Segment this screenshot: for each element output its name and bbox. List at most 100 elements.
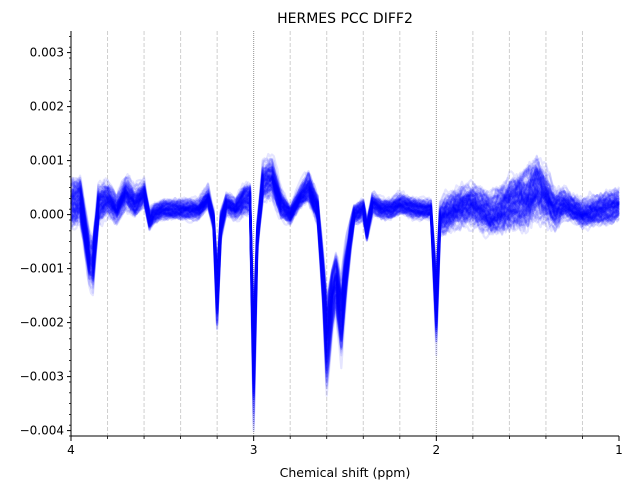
series-line-37 (69, 175, 620, 363)
series-line-93 (70, 163, 620, 323)
series-line-49 (70, 173, 620, 381)
series-line-21 (69, 180, 620, 398)
series-line-112 (70, 189, 620, 355)
series-line-119 (70, 166, 620, 384)
series-line-92 (70, 165, 620, 351)
series-line-98 (70, 170, 620, 390)
series-line-109 (69, 168, 620, 385)
series-line-28 (69, 175, 620, 343)
series-line-63 (69, 172, 620, 362)
y-tick-label-0: −0.004 (20, 424, 64, 438)
series-line-117 (70, 176, 620, 423)
series-line-22 (69, 167, 620, 384)
series-line-55 (70, 169, 621, 327)
series-line-111 (70, 164, 620, 332)
series-line-99 (70, 160, 620, 392)
series-line-20 (70, 181, 620, 331)
series-line-52 (70, 175, 620, 395)
series-line-83 (70, 195, 620, 362)
series-line-30 (69, 177, 621, 398)
series-line-75 (70, 178, 621, 381)
series-line-89 (69, 172, 620, 336)
series-line-32 (69, 166, 620, 401)
series-line-115 (69, 166, 621, 394)
series-line-8 (70, 168, 620, 348)
y-tick-label-2: −0.002 (20, 316, 64, 330)
series-line-71 (70, 158, 620, 390)
series-line-48 (69, 152, 621, 387)
series-line-17 (70, 162, 620, 347)
series-line-16 (69, 176, 620, 372)
series-line-108 (70, 178, 620, 361)
reference-lines (107, 31, 583, 436)
series-line-105 (69, 165, 620, 401)
series-line-66 (69, 163, 620, 406)
series-line-7 (69, 178, 620, 340)
series-line-116 (70, 170, 620, 360)
series-line-103 (71, 168, 620, 323)
series-line-23 (70, 186, 620, 371)
series-line-36 (70, 184, 620, 353)
series-line-64 (70, 176, 620, 377)
y-tick-label-3: −0.001 (20, 262, 64, 276)
series-line-86 (69, 167, 621, 324)
series-line-107 (70, 181, 620, 371)
series-line-58 (70, 165, 620, 353)
series-line-15 (69, 185, 620, 333)
series-line-118 (70, 168, 620, 365)
series-line-101 (70, 175, 621, 347)
x-axis-title: Chemical shift (ppm) (280, 465, 411, 480)
series-line-97 (70, 166, 620, 394)
series-line-72 (69, 181, 620, 355)
series-line-95 (69, 168, 621, 386)
series-line-85 (69, 188, 620, 345)
series-line-46 (69, 158, 620, 390)
y-tick-label-7: 0.003 (30, 46, 64, 60)
series-line-13 (69, 177, 621, 391)
series-line-57 (69, 163, 620, 353)
series-line-104 (70, 172, 620, 341)
x-tick-label-3: 1 (615, 443, 623, 457)
series-line-81 (70, 187, 620, 368)
series-line-53 (70, 185, 620, 354)
series-line-18 (70, 182, 620, 328)
series-line-42 (69, 176, 620, 343)
series-line-35 (70, 173, 621, 408)
series-line-78 (69, 170, 619, 378)
series-line-80 (69, 184, 620, 382)
series-line-84 (70, 166, 620, 401)
y-tick-label-6: 0.002 (30, 100, 64, 114)
series-line-60 (70, 170, 621, 344)
series-line-24 (70, 168, 620, 344)
series-line-50 (70, 176, 620, 369)
series-line-29 (69, 175, 620, 433)
series-line-88 (69, 178, 620, 340)
series-line-5 (69, 166, 620, 334)
x-tick-label-0: 4 (67, 443, 75, 457)
series-layer (69, 152, 621, 433)
series-line-70 (70, 170, 620, 396)
series-line-68 (70, 177, 620, 339)
series-line-110 (70, 180, 620, 369)
series-line-102 (70, 168, 620, 356)
series-line-59 (70, 191, 620, 369)
series-line-61 (70, 184, 620, 382)
series-line-74 (70, 161, 620, 400)
series-line-41 (70, 170, 620, 382)
series-line-79 (70, 158, 621, 395)
series-line-94 (70, 182, 620, 366)
series-line-113 (69, 155, 620, 414)
series-line-10 (69, 177, 620, 390)
series-line-9 (69, 165, 621, 362)
x-tick-label-2: 2 (433, 443, 441, 457)
series-line-19 (70, 173, 620, 430)
series-line-33 (70, 183, 620, 349)
series-line-56 (69, 161, 620, 317)
series-line-45 (70, 166, 620, 417)
series-line-44 (70, 172, 620, 352)
series-line-2 (70, 173, 620, 372)
series-line-114 (69, 182, 620, 366)
series-line-100 (69, 191, 620, 339)
series-line-26 (70, 157, 620, 398)
